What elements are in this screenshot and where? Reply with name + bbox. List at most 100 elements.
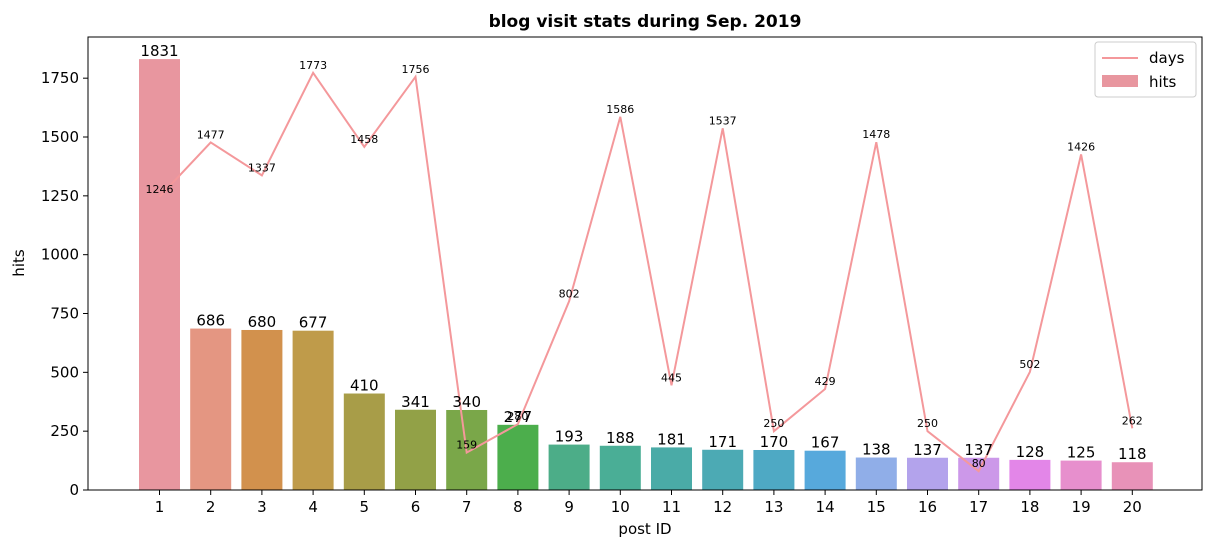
bar-18	[1009, 459, 1051, 490]
bar-value-label: 137	[913, 441, 942, 459]
line-value-label: 1458	[350, 133, 378, 146]
bar-value-label: 171	[708, 433, 737, 451]
x-tick-label: 15	[867, 498, 886, 516]
legend: days hits	[1094, 41, 1197, 98]
line-value-label: 80	[972, 457, 986, 470]
bar-value-label: 188	[606, 429, 635, 447]
bar-12	[702, 449, 744, 490]
bar-8	[497, 424, 539, 490]
x-tick-label: 19	[1072, 498, 1091, 516]
bar-17	[958, 457, 1000, 490]
legend-hits-swatch	[1102, 75, 1138, 87]
line-value-label: 1426	[1067, 140, 1095, 153]
bar-value-label: 193	[555, 428, 584, 446]
bar-value-label: 181	[657, 430, 686, 448]
x-tick-label: 11	[662, 498, 681, 516]
days-line	[158, 70, 1134, 473]
x-tick-label: 13	[764, 498, 783, 516]
chart-title: blog visit stats during Sep. 2019	[489, 12, 802, 32]
line-value-label: 1537	[709, 114, 737, 127]
line-value-label: 250	[763, 417, 784, 430]
bar-value-label: 410	[350, 377, 379, 395]
bar-9	[548, 444, 590, 490]
bar-5	[343, 393, 385, 490]
x-tick-label: 14	[816, 498, 835, 516]
bar-value-label: 340	[452, 393, 481, 411]
x-tick-label: 5	[360, 498, 370, 516]
line-value-label: 502	[1019, 358, 1040, 371]
line-value-label: 1478	[862, 128, 890, 141]
y-tick-label: 0	[69, 481, 79, 499]
line-value-label: 280	[507, 410, 528, 423]
x-tick-label: 18	[1020, 498, 1039, 516]
x-tick-label: 8	[513, 498, 523, 516]
y-tick-label: 250	[50, 422, 79, 440]
x-tick-label: 12	[713, 498, 732, 516]
line-value-label: 1246	[146, 183, 174, 196]
bar-value-label: 125	[1067, 444, 1096, 462]
bar-value-label: 341	[401, 393, 430, 411]
bar-value-label: 677	[299, 314, 328, 332]
x-tick-label: 16	[918, 498, 937, 516]
x-axis: 1 2 3 4 5 6 7 8 9 10 11 12 13 14 15 16 17 18 19 20	[155, 490, 1142, 516]
x-tick-label: 7	[462, 498, 472, 516]
bar-4	[292, 330, 334, 490]
line-value-label: 262	[1122, 414, 1143, 427]
x-tick-label: 9	[564, 498, 574, 516]
bar-2	[190, 328, 232, 490]
bar-13	[753, 449, 795, 490]
bar-1	[139, 59, 180, 491]
y-tick-label: 500	[50, 363, 79, 381]
y-axis-label: hits	[10, 249, 28, 277]
y-axis: 0 250 500 750 1000 1250 1500 1750	[41, 69, 88, 499]
bar-16	[907, 457, 948, 490]
y-tick-label: 1000	[41, 246, 79, 264]
line-value-label: 802	[559, 287, 580, 300]
labels-layer: 1831 686 680 677 410 341 340 277 193 188 181 171 170…	[140, 42, 1146, 470]
bar-value-label: 137	[964, 441, 993, 459]
bar-14	[804, 450, 846, 490]
bar-value-label: 277	[504, 408, 533, 426]
bars-layer	[139, 59, 1153, 491]
x-tick-label: 4	[308, 498, 318, 516]
plot-frame	[87, 36, 1203, 491]
x-axis-label: post ID	[618, 520, 671, 538]
bar-value-label: 138	[862, 441, 891, 459]
legend-hits-label: hits	[1149, 73, 1177, 91]
bar-value-label: 118	[1118, 445, 1147, 463]
line-value-label: 250	[917, 417, 938, 430]
bar-value-label: 680	[248, 313, 277, 331]
y-tick-label: 750	[50, 305, 79, 323]
bar-11	[651, 447, 692, 490]
x-tick-label: 20	[1123, 498, 1142, 516]
line-value-label: 1773	[299, 59, 327, 72]
legend-days-label: days	[1149, 49, 1185, 67]
line-value-label: 1756	[402, 63, 430, 76]
bar-3	[241, 329, 283, 490]
bar-value-label: 1831	[140, 42, 178, 60]
y-tick-label: 1250	[41, 187, 79, 205]
x-tick-label: 17	[969, 498, 988, 516]
bar-20	[1111, 462, 1153, 490]
bar-19	[1060, 460, 1102, 490]
x-tick-label: 6	[411, 498, 421, 516]
line-value-label: 429	[815, 375, 836, 388]
line-value-label: 159	[456, 439, 477, 452]
bar-15	[855, 457, 897, 490]
x-tick-label: 2	[206, 498, 216, 516]
line-value-label: 445	[661, 371, 682, 384]
bar-6	[395, 409, 436, 490]
bar-value-label: 128	[1016, 443, 1045, 461]
x-tick-label: 3	[257, 498, 267, 516]
bar-10	[599, 445, 641, 490]
y-tick-label: 1750	[41, 69, 79, 87]
bar-value-label: 167	[811, 434, 840, 452]
line-value-label: 1337	[248, 161, 276, 174]
bar-value-label: 686	[196, 312, 225, 330]
x-tick-label: 1	[155, 498, 165, 516]
bar-value-label: 170	[760, 433, 789, 451]
line-value-label: 1477	[197, 128, 225, 141]
x-tick-label: 10	[611, 498, 630, 516]
y-tick-label: 1500	[41, 128, 79, 146]
